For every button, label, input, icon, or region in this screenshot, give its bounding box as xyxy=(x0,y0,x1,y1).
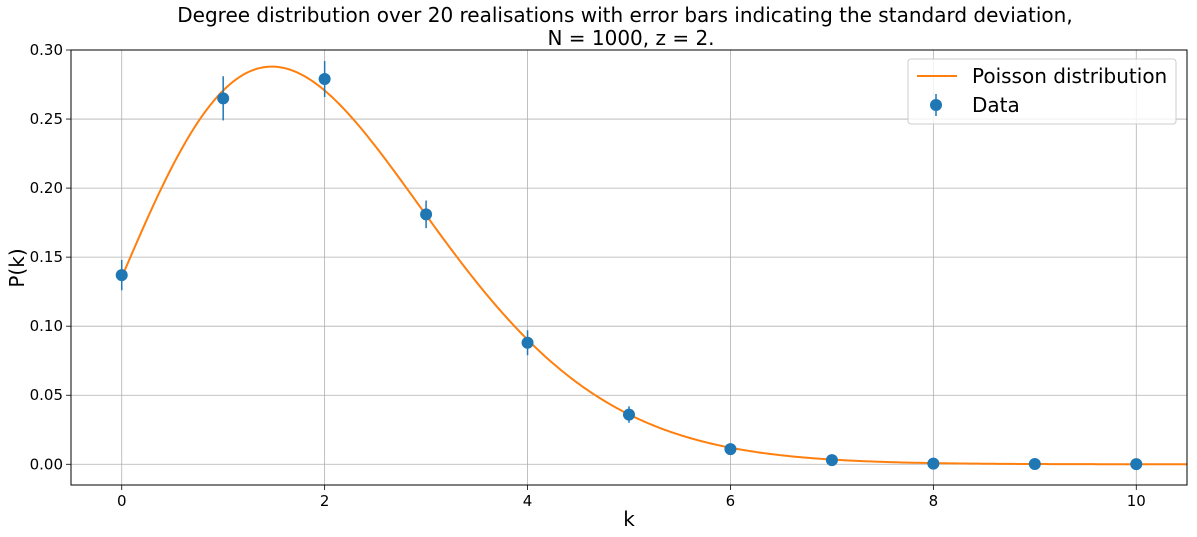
poisson-curve xyxy=(120,65,1187,466)
y-tick-label: 0.25 xyxy=(30,110,63,128)
y-tick-label: 0.30 xyxy=(30,41,63,59)
data-point xyxy=(927,457,940,470)
data-point xyxy=(521,336,534,349)
plot-frame xyxy=(70,49,1188,486)
chart-title-line-1: Degree distribution over 20 realisations… xyxy=(177,3,1072,27)
y-ticks: 0.00 0.05 0.10 0.15 0.20 0.25 0.30 xyxy=(30,41,71,473)
x-tick-label: 8 xyxy=(929,492,939,510)
data-point xyxy=(1130,458,1143,471)
y-axis-label: P(k) xyxy=(5,248,29,287)
y-tick-label: 0.15 xyxy=(30,248,63,266)
chart-title-line-2: N = 1000, z = 2. xyxy=(547,26,714,50)
data-point xyxy=(217,92,230,105)
data-point xyxy=(115,269,128,282)
legend-box xyxy=(907,58,1177,125)
x-tick-label: 4 xyxy=(523,492,533,510)
legend-label-poisson: Poisson distribution xyxy=(972,64,1167,88)
data-series xyxy=(115,61,1143,471)
data-point xyxy=(420,208,433,221)
poisson-series xyxy=(120,65,1187,466)
data-point xyxy=(1028,458,1041,471)
data-point xyxy=(825,454,838,467)
x-tick-label: 10 xyxy=(1127,492,1146,510)
x-axis-label: k xyxy=(623,507,635,531)
x-tick-label: 2 xyxy=(320,492,330,510)
data-point xyxy=(724,443,737,456)
x-tick-label: 6 xyxy=(726,492,736,510)
y-tick-label: 0.00 xyxy=(30,455,63,473)
data-point xyxy=(623,408,635,421)
x-tick-label: 0 xyxy=(117,492,127,510)
x-ticks: 0 2 4 6 8 10 xyxy=(117,485,1146,510)
legend-data-marker xyxy=(930,99,942,111)
data-point xyxy=(318,73,331,85)
y-tick-label: 0.20 xyxy=(30,179,63,197)
y-tick-label: 0.10 xyxy=(30,317,63,335)
legend: Poisson distribution Data xyxy=(907,58,1177,125)
y-tick-label: 0.05 xyxy=(30,386,63,404)
legend-label-data: Data xyxy=(972,93,1020,117)
